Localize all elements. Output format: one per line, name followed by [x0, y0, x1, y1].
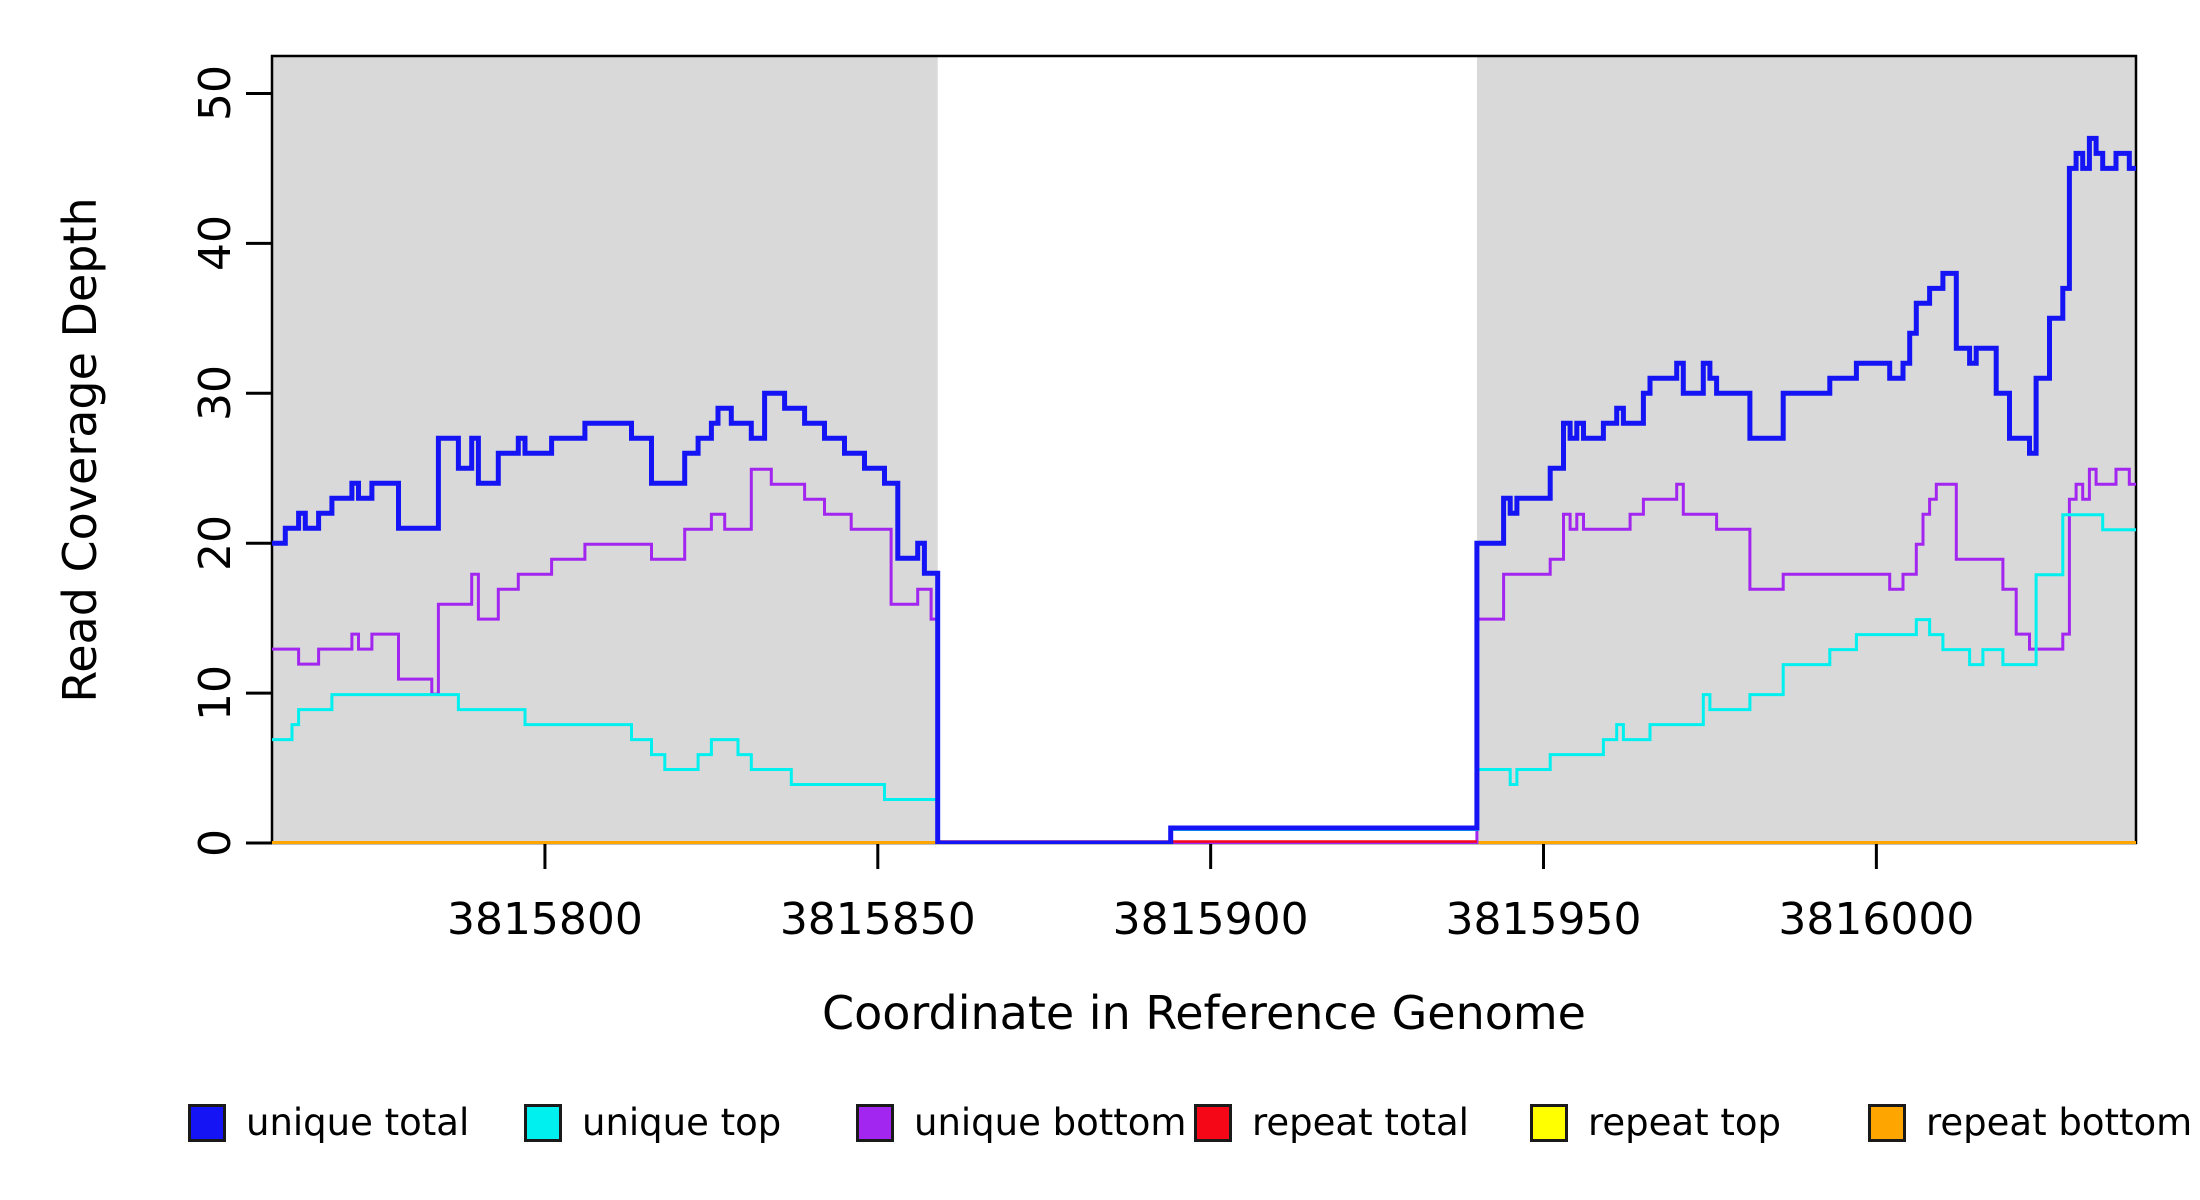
- x-axis-title: Coordinate in Reference Genome: [822, 986, 1586, 1040]
- series-line-unique-total: [272, 135, 2136, 844]
- legend-label: unique top: [582, 1101, 782, 1144]
- repeat-region-shading-1: [1476, 56, 2136, 843]
- x-tick-label-3815950: 3815950: [1445, 894, 1642, 945]
- repeat-total-swatch-icon: [1194, 1104, 1232, 1142]
- legend-item-repeat-total: repeat total: [1194, 1103, 1469, 1143]
- series-line-unique-bottom: [272, 467, 2136, 844]
- series-line-unique-top: [272, 513, 2136, 844]
- y-tick-label-20: 20: [190, 515, 241, 572]
- legend-item-unique-top: unique top: [524, 1103, 781, 1143]
- unique-bottom-swatch-icon: [856, 1104, 894, 1142]
- unique-total-swatch-icon: [188, 1104, 226, 1142]
- y-tick-label-10: 10: [190, 665, 241, 722]
- y-tick-label-30: 30: [190, 365, 241, 422]
- legend-item-repeat-top: repeat top: [1530, 1103, 1781, 1143]
- y-tick-label-40: 40: [190, 215, 241, 272]
- legend-item-unique-total: unique total: [188, 1103, 469, 1143]
- legend-label: unique total: [246, 1101, 470, 1144]
- repeat-top-swatch-icon: [1530, 1104, 1568, 1142]
- legend-item-unique-bottom: unique bottom: [856, 1103, 1186, 1143]
- repeat-region-shading-0: [272, 56, 938, 843]
- y-axis-title: Read Coverage Depth: [53, 197, 107, 703]
- y-tick-label-0: 0: [190, 829, 241, 857]
- x-tick-label-3816000: 3816000: [1778, 894, 1975, 945]
- x-tick-label-3815850: 3815850: [779, 894, 976, 945]
- legend-label: unique bottom: [914, 1101, 1187, 1144]
- legend: unique total unique top unique bottom re…: [0, 1103, 2200, 1147]
- repeat-bottom-swatch-icon: [1868, 1104, 1906, 1142]
- x-tick-label-3815800: 3815800: [446, 894, 643, 945]
- legend-item-repeat-bottom: repeat bottom: [1868, 1103, 2192, 1143]
- y-tick-label-50: 50: [190, 65, 241, 122]
- legend-label: repeat bottom: [1926, 1101, 2193, 1144]
- legend-label: repeat total: [1252, 1101, 1469, 1144]
- x-tick-label-3815900: 3815900: [1112, 894, 1309, 945]
- legend-label: repeat top: [1588, 1101, 1781, 1144]
- unique-top-swatch-icon: [524, 1104, 562, 1142]
